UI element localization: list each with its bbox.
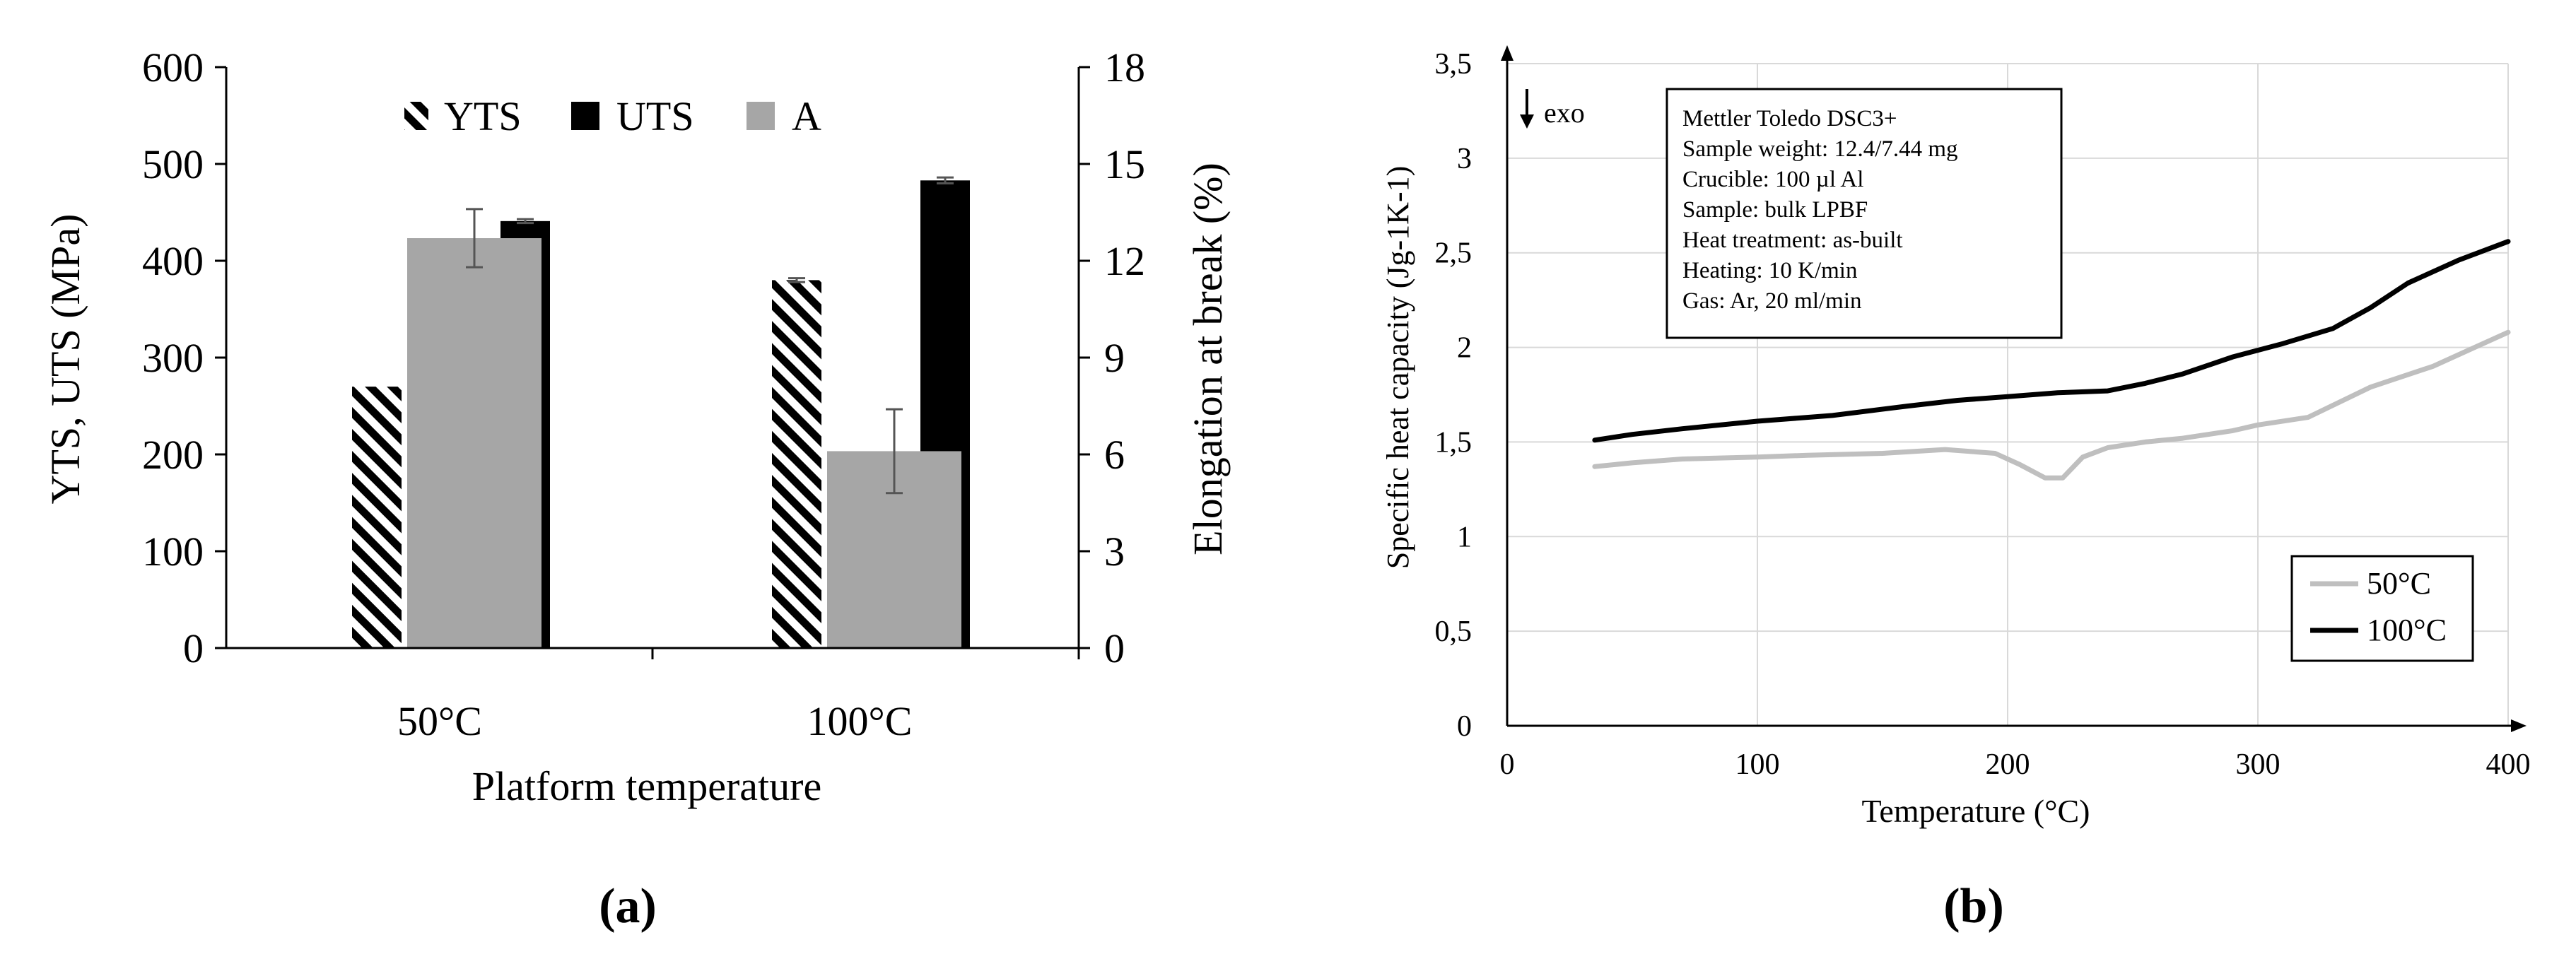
legend-label-50c: 50°C — [2367, 566, 2431, 601]
line-chart-x-tick-labels: 0 100 200 300 400 — [1500, 748, 2531, 781]
legend-label-100c: 100°C — [2367, 613, 2447, 647]
bar-chart-category-label: 100°C — [807, 698, 913, 744]
info-line-heat-treatment: Heat treatment: as-built — [1682, 228, 1903, 253]
bar-chart-left-tick-label: 100 — [142, 529, 204, 575]
line-chart-y-tick-label: 0 — [1457, 710, 1472, 743]
bar-a — [407, 238, 541, 648]
bar-chart-bars — [352, 180, 970, 649]
bar-chart-category-label: 50°C — [397, 698, 482, 744]
line-chart-x-tick-label: 200 — [1986, 748, 2030, 781]
line-chart-y-tick-label: 2,5 — [1435, 237, 1473, 270]
info-line-sample-weight: Sample weight: 12.4/7.44 mg — [1682, 136, 1958, 162]
bar-chart-right-tick-label: 18 — [1104, 45, 1145, 90]
line-chart-y-tick-label: 0,5 — [1435, 616, 1473, 648]
bar-chart-right-tick-label: 3 — [1104, 529, 1125, 575]
line-chart-y-tick-label: 3,5 — [1435, 48, 1473, 81]
x-axis-arrow-icon — [2511, 719, 2527, 732]
series-line-50c — [1592, 329, 2511, 481]
bar-chart-left-tick-labels: 0 100 200 300 400 500 600 — [142, 45, 204, 671]
bar-chart-left-tick-label: 200 — [142, 432, 204, 478]
exo-indicator: exo — [1520, 89, 1585, 129]
bar-chart-y-axis-label: YTS, UTS (MPa) — [42, 214, 88, 505]
bar-yts — [352, 387, 402, 648]
bar-chart-right-tick-label: 12 — [1104, 238, 1145, 284]
info-box-frame — [1665, 88, 2063, 339]
legend-swatch-uts — [571, 102, 599, 130]
info-line-heating: Heating: 10 K/min — [1682, 258, 1857, 283]
line-chart-y-tick-label: 1 — [1457, 521, 1472, 553]
legend-frame — [2290, 555, 2474, 662]
line-chart-x-tick-label: 100 — [1735, 748, 1780, 781]
exo-arrowhead-icon — [1520, 114, 1534, 129]
line-chart-x-tick-label: 400 — [2486, 748, 2531, 781]
bar-chart-left-tick-label: 400 — [142, 238, 204, 284]
bar-chart-left-tick-label: 300 — [142, 335, 204, 381]
info-line-sample: Sample: bulk LPBF — [1682, 197, 1868, 223]
bar-chart-left-tick-label: 500 — [142, 141, 204, 187]
bar-chart-y2-axis-label: Elongation at break (%) — [1185, 163, 1231, 555]
line-chart-y-tick-label: 1,5 — [1435, 426, 1473, 459]
legend-label-uts: UTS — [616, 93, 694, 139]
bar-chart-left-tick-label: 0 — [183, 625, 204, 671]
bar-chart-error-bars — [466, 176, 954, 495]
info-line-crucible: Crucible: 100 µl Al — [1682, 167, 1863, 192]
legend-swatch-a — [747, 102, 775, 130]
legend-label-yts: YTS — [444, 93, 522, 139]
info-line-gas: Gas: Ar, 20 ml/min — [1682, 288, 1862, 314]
bar-chart-panel: 0 100 200 300 400 500 600 0 3 6 9 12 15 18 50°C 100°C… — [42, 45, 1231, 934]
panel-label-a: (a) — [599, 879, 657, 934]
bar-yts — [772, 280, 821, 648]
info-line-instrument: Mettler Toledo DSC3+ — [1682, 106, 1897, 131]
line-chart-x-tick-label: 300 — [2236, 748, 2281, 781]
bar-chart-category-labels: 50°C 100°C — [397, 698, 912, 744]
legend-label-a: A — [792, 93, 821, 139]
line-chart-y-axis-label: Specific heat capacity (Jg-1K-1) — [1381, 166, 1415, 570]
y-axis-arrow-icon — [1501, 45, 1514, 61]
line-chart-x-tick-label: 0 — [1500, 748, 1515, 781]
dsc-info-box: Mettler Toledo DSC3+ Sample weight: 12.4… — [1665, 88, 2063, 339]
bar-chart-legend: YTS UTS A — [404, 93, 821, 139]
line-chart-panel: 0 0,5 1 1,5 2 2,5 3 3,5 0 100 200 300 400 Specific … — [1381, 45, 2531, 934]
bar-chart-right-tick-label: 15 — [1104, 141, 1145, 187]
line-chart-y-tick-label: 2 — [1457, 332, 1472, 365]
series-line-100c — [1592, 239, 2511, 443]
line-chart-legend: 50°C 100°C — [2290, 555, 2474, 662]
bar-chart-x-axis-label: Platform temperature — [472, 763, 821, 809]
bar-chart-right-tick-labels: 0 3 6 9 12 15 18 — [1104, 45, 1145, 671]
line-chart-y-tick-label: 3 — [1457, 143, 1472, 175]
bar-chart-left-tick-label: 600 — [142, 45, 204, 90]
line-chart-y-tick-labels: 0 0,5 1 1,5 2 2,5 3 3,5 — [1435, 48, 1473, 743]
panel-label-b: (b) — [1943, 879, 2004, 934]
line-chart-axes — [1501, 45, 2527, 732]
exo-label: exo — [1544, 97, 1585, 129]
bar-chart-right-tick-label: 9 — [1104, 335, 1125, 381]
bar-chart-axes — [215, 66, 1090, 659]
line-chart-series — [1592, 239, 2511, 481]
legend-swatch-yts — [404, 102, 428, 130]
bar-chart-right-tick-label: 6 — [1104, 432, 1125, 478]
bar-chart-right-tick-label: 0 — [1104, 625, 1125, 671]
line-chart-x-axis-label: Temperature (°C) — [1862, 793, 2090, 829]
